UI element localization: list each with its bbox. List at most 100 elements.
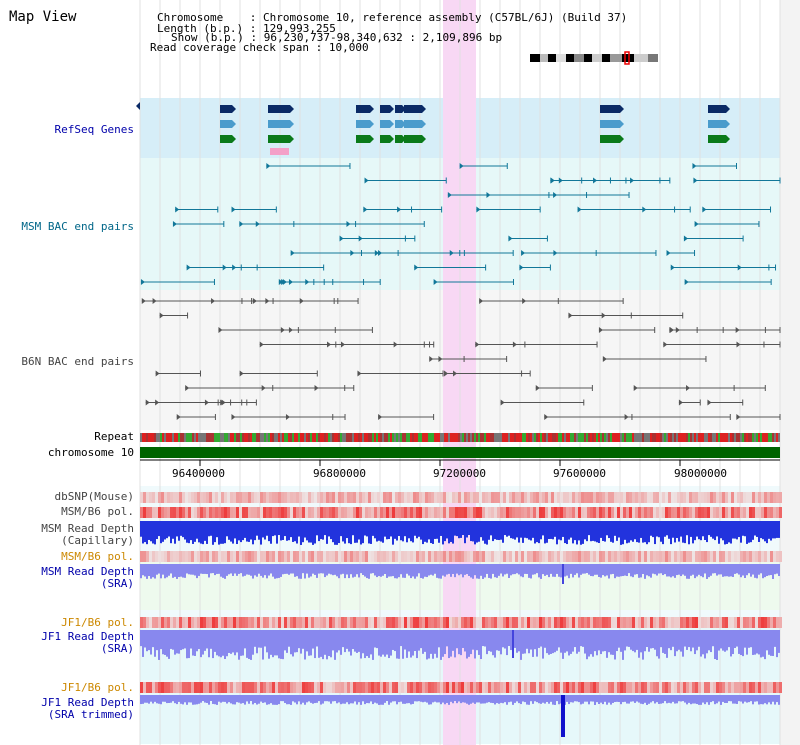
polymorphism-cell bbox=[548, 617, 551, 628]
track-label-jf1-trim[interactable]: JF1 Read Depth bbox=[41, 696, 134, 709]
polymorphism-cell bbox=[185, 507, 188, 518]
track-label-refseq[interactable]: RefSeq Genes bbox=[54, 123, 134, 136]
depth-bar bbox=[518, 564, 520, 575]
repeat-element bbox=[306, 433, 308, 442]
polymorphism-cell bbox=[353, 617, 356, 628]
track-label-msm-b6-pol-2[interactable]: MSM/B6 pol. bbox=[61, 550, 134, 563]
polymorphism-cell bbox=[674, 492, 677, 503]
repeat-element bbox=[310, 433, 312, 442]
depth-bar bbox=[374, 630, 376, 648]
depth-bar bbox=[362, 630, 364, 654]
polymorphism-cell bbox=[170, 682, 173, 693]
track-label-dbsnp[interactable]: dbSNP(Mouse) bbox=[54, 490, 134, 503]
depth-bar bbox=[706, 564, 708, 579]
polymorphism-cell bbox=[569, 492, 572, 503]
polymorphism-cell bbox=[353, 507, 356, 518]
repeat-element bbox=[726, 433, 728, 442]
depth-bar bbox=[190, 564, 192, 575]
depth-bar bbox=[462, 695, 464, 703]
bac-end-marker bbox=[686, 385, 691, 391]
track-label-jf1-b6-pol-2[interactable]: JF1/B6 pol. bbox=[61, 681, 134, 694]
polymorphism-cell bbox=[641, 551, 644, 562]
polymorphism-cell bbox=[209, 617, 212, 628]
polymorphism-cell bbox=[215, 617, 218, 628]
depth-bar bbox=[300, 564, 302, 579]
track-label-b6n-bac[interactable]: B6N BAC end pairs bbox=[21, 355, 134, 368]
depth-bar bbox=[404, 564, 406, 578]
repeat-element bbox=[700, 433, 702, 442]
polymorphism-cell bbox=[626, 507, 629, 518]
right-scroll-strip[interactable] bbox=[780, 0, 800, 745]
polymorphism-cell bbox=[254, 617, 257, 628]
depth-bar bbox=[606, 564, 608, 576]
repeat-element bbox=[776, 433, 778, 442]
polymorphism-cell bbox=[623, 551, 626, 562]
repeat-element bbox=[536, 433, 538, 442]
track-label-chromosome[interactable]: chromosome 10 bbox=[47, 446, 134, 459]
track-label-jf1-b6-pol[interactable]: JF1/B6 pol. bbox=[61, 616, 134, 629]
bac-end-marker bbox=[278, 279, 283, 285]
depth-bar bbox=[200, 564, 202, 574]
depth-bar bbox=[146, 521, 148, 545]
depth-bar bbox=[148, 630, 150, 651]
depth-bar bbox=[744, 695, 746, 702]
repeat-element bbox=[616, 433, 618, 442]
depth-bar bbox=[544, 521, 546, 544]
coverage-value: 10,000 bbox=[328, 41, 369, 54]
depth-bar bbox=[178, 521, 180, 541]
polymorphism-cell bbox=[191, 492, 194, 503]
depth-bar bbox=[502, 695, 504, 704]
depth-bar bbox=[196, 695, 198, 705]
track-label-msm-b6-pol[interactable]: MSM/B6 pol. bbox=[61, 505, 134, 518]
track-label-msm-depth-sra[interactable]: MSM Read Depth bbox=[41, 565, 134, 578]
depth-bar bbox=[752, 521, 754, 540]
depth-bar bbox=[204, 564, 206, 574]
track-label-msm-depth-cap[interactable]: MSM Read Depth bbox=[41, 522, 134, 535]
depth-bar bbox=[624, 521, 626, 540]
depth-bar bbox=[232, 521, 234, 544]
polymorphism-cell bbox=[665, 492, 668, 503]
repeat-element bbox=[348, 433, 350, 442]
polymorphism-cell bbox=[497, 682, 500, 693]
depth-bar bbox=[310, 521, 312, 543]
polymorphism-cell bbox=[503, 617, 506, 628]
polymorphism-cell bbox=[587, 682, 590, 693]
polymorphism-cell bbox=[680, 617, 683, 628]
depth-bar bbox=[310, 564, 312, 577]
depth-bar bbox=[316, 521, 318, 536]
track-label-jf1-depth[interactable]: JF1 Read Depth bbox=[41, 630, 134, 643]
polymorphism-cell bbox=[491, 492, 494, 503]
repeat-element bbox=[532, 433, 534, 442]
polymorphism-cell bbox=[743, 551, 746, 562]
bac-end-marker bbox=[239, 221, 244, 227]
depth-bar bbox=[310, 630, 312, 656]
depth-bar bbox=[248, 521, 250, 542]
depth-bar bbox=[200, 521, 202, 544]
depth-bar bbox=[340, 630, 342, 655]
polymorphism-cell bbox=[431, 492, 434, 503]
track-label-msm-bac[interactable]: MSM BAC end pairs bbox=[21, 220, 134, 233]
repeat-element bbox=[606, 433, 608, 442]
polymorphism-cell bbox=[263, 492, 266, 503]
depth-bar bbox=[174, 564, 176, 577]
depth-bar bbox=[510, 521, 512, 539]
depth-bar bbox=[248, 564, 250, 575]
depth-bar bbox=[334, 695, 336, 702]
depth-bar bbox=[518, 521, 520, 543]
polymorphism-cell bbox=[713, 617, 716, 628]
repeat-element bbox=[192, 433, 194, 442]
depth-bar bbox=[382, 564, 384, 576]
bac-end-marker bbox=[692, 163, 697, 169]
depth-bar bbox=[640, 564, 642, 578]
depth-bar bbox=[224, 564, 226, 579]
depth-bar bbox=[262, 630, 264, 660]
polymorphism-cell bbox=[176, 551, 179, 562]
depth-bar bbox=[546, 564, 548, 575]
depth-bar bbox=[236, 630, 238, 653]
depth-bar bbox=[496, 564, 498, 578]
polymorphism-cell bbox=[653, 551, 656, 562]
polymorphism-cell bbox=[524, 492, 527, 503]
bac-end-marker bbox=[630, 177, 635, 184]
track-label-repeat[interactable]: Repeat bbox=[94, 430, 134, 443]
